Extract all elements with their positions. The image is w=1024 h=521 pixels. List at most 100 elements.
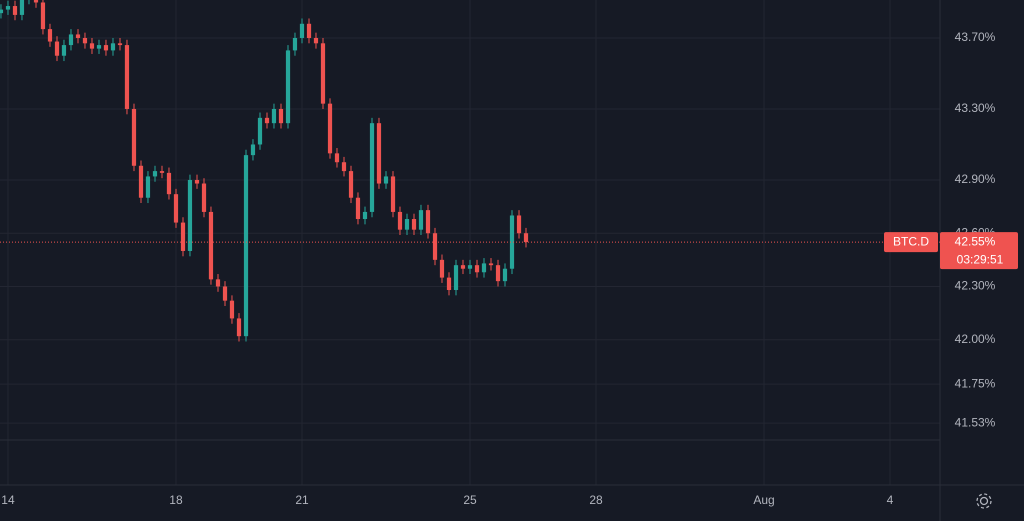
candle-body <box>488 263 494 266</box>
candle-body <box>68 34 74 46</box>
candle-body <box>362 211 368 220</box>
candle-body <box>271 108 277 124</box>
candle-body <box>320 43 326 104</box>
candle-body <box>33 0 39 3</box>
y-tick-label: 43.30% <box>955 101 996 115</box>
price-overlay: BTC.D 42.55% 03:29:51 <box>0 232 1018 270</box>
candle-body <box>54 41 60 56</box>
y-tick-label: 43.70% <box>955 30 996 44</box>
candle-body <box>264 117 270 124</box>
candle-body <box>173 194 179 223</box>
candle-body <box>383 176 389 184</box>
candle-body <box>425 210 431 234</box>
candle-body <box>138 165 144 198</box>
candle-body <box>516 215 522 234</box>
x-tick-label: 28 <box>589 493 603 507</box>
candle-body <box>432 233 438 260</box>
last-price-label: 42.55% <box>955 234 996 248</box>
y-tick-label: 41.53% <box>955 415 996 429</box>
candle-body <box>166 172 172 195</box>
x-tick-label: 18 <box>169 493 183 507</box>
candle-body <box>292 37 298 51</box>
countdown-label: 03:29:51 <box>957 252 1004 266</box>
candle-body <box>481 263 487 273</box>
candle-body <box>47 29 53 42</box>
candle-body <box>474 265 480 273</box>
candle-body <box>208 211 214 280</box>
candle-body <box>418 210 424 230</box>
candle-body <box>215 279 221 287</box>
candle-body <box>187 179 193 251</box>
axes: 41.53%41.75%42.00%42.30%42.60%42.90%43.3… <box>1 30 995 507</box>
candle-body <box>502 268 508 282</box>
candle-body <box>411 219 417 230</box>
candle-body <box>145 176 151 198</box>
candle-body <box>0 9 4 14</box>
candle-body <box>19 0 25 15</box>
symbol-label: BTC.D <box>893 234 929 248</box>
y-tick-label: 42.30% <box>955 279 996 293</box>
candle-body <box>404 219 410 230</box>
candle-body <box>222 286 228 301</box>
settings-icon[interactable] <box>976 493 992 509</box>
candle-body <box>355 197 361 220</box>
candle-body <box>278 108 284 124</box>
candle-body <box>131 108 137 166</box>
candle-body <box>124 45 130 109</box>
candle-body <box>257 117 263 145</box>
candle-body <box>5 6 11 10</box>
candle-body <box>376 123 382 184</box>
x-tick-label: 25 <box>463 493 477 507</box>
symbol-tag <box>884 232 938 253</box>
candle-body <box>12 6 18 15</box>
candle-body <box>341 162 347 172</box>
x-tick-label: 21 <box>295 493 309 507</box>
candle-body <box>61 45 67 56</box>
candle-body <box>40 2 46 30</box>
candle-body <box>229 300 235 319</box>
candle-body <box>236 318 242 337</box>
candle-body <box>390 176 396 212</box>
candle-body <box>460 265 466 269</box>
x-tick-label: 4 <box>887 493 894 507</box>
candle-body <box>369 123 375 212</box>
candle-body <box>243 155 249 337</box>
y-tick-label: 42.00% <box>955 332 996 346</box>
candle-body <box>495 265 501 282</box>
candle-body <box>110 43 116 51</box>
candle-body <box>334 153 340 163</box>
x-tick-label: 14 <box>1 493 15 507</box>
candle-body <box>180 222 186 251</box>
candle-body <box>82 37 88 44</box>
candle-body <box>201 183 207 212</box>
candles <box>0 0 529 342</box>
candle-body <box>117 43 123 46</box>
y-tick-label: 41.75% <box>955 376 996 390</box>
candle-body <box>453 265 459 291</box>
candle-body <box>446 277 452 291</box>
candle-body <box>313 37 319 44</box>
candle-body <box>439 259 445 278</box>
candle-body <box>306 23 312 38</box>
last-price-tag <box>940 232 1018 270</box>
candle-body <box>250 144 256 156</box>
y-tick-label: 42.90% <box>955 172 996 186</box>
candle-body <box>89 43 95 49</box>
candle-body <box>523 233 529 243</box>
candle-body <box>299 23 305 38</box>
candle-body <box>194 179 200 184</box>
candle-body <box>152 171 158 177</box>
candle-body <box>285 50 291 124</box>
candle-body <box>348 171 354 198</box>
candle-body <box>159 171 165 173</box>
candle-body <box>467 265 473 269</box>
candle-body <box>397 211 403 230</box>
candle-body <box>96 45 102 49</box>
x-tick-label: Aug <box>753 493 774 507</box>
candle-body <box>327 103 333 154</box>
candle-body <box>103 45 109 51</box>
candle-body <box>509 215 515 269</box>
candle-body <box>75 34 81 38</box>
